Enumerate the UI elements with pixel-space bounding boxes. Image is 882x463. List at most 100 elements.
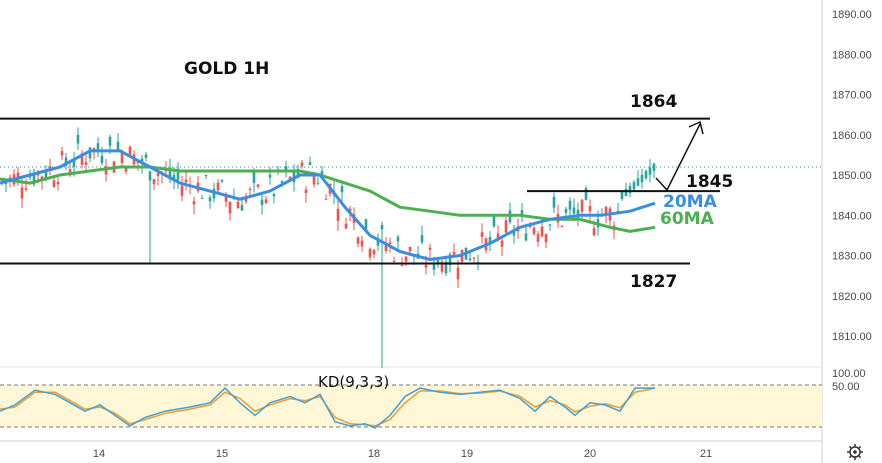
- candle-body: [452, 252, 456, 255]
- level-label-1845: 1845: [686, 172, 733, 192]
- candle-body: [248, 188, 252, 190]
- candle-body: [100, 155, 104, 163]
- candle-body: [420, 235, 424, 243]
- candle-body: [616, 210, 620, 212]
- projection-arrow: [655, 123, 701, 192]
- candle-body: [32, 172, 36, 185]
- candle-body: [592, 228, 596, 236]
- candle-body: [364, 219, 368, 230]
- candle-body: [528, 225, 532, 228]
- candle-body: [200, 197, 204, 199]
- candle-body: [296, 168, 300, 178]
- candle-body: [260, 199, 264, 206]
- candle-body: [176, 168, 180, 181]
- candle-body: [368, 248, 372, 258]
- candle-body: [268, 174, 272, 178]
- candle-body: [240, 205, 244, 211]
- candle-body: [536, 233, 540, 242]
- candle-body: [172, 175, 176, 180]
- candle-body: [184, 179, 188, 183]
- candle-body: [424, 264, 428, 268]
- candle-body: [220, 179, 224, 182]
- candle-body: [316, 182, 320, 184]
- candle-body: [564, 208, 568, 213]
- candle-body: [580, 199, 584, 212]
- candle-body: [628, 185, 632, 194]
- y-tick-label: 1860.00: [832, 130, 872, 142]
- candle-body: [284, 166, 288, 173]
- candle-body: [624, 188, 628, 197]
- candle-body: [312, 176, 316, 185]
- candle-body: [76, 134, 80, 144]
- candle-body: [636, 178, 640, 186]
- candle-body: [344, 223, 348, 229]
- level-label-1864: 1864: [630, 92, 677, 112]
- candle-body: [632, 182, 636, 190]
- candle-body: [180, 185, 184, 196]
- candle-body: [644, 171, 648, 179]
- candle-body: [48, 166, 52, 169]
- candle-body: [204, 174, 208, 176]
- kd-k-line: [0, 387, 655, 429]
- candle-body: [108, 136, 112, 146]
- candle-body: [348, 208, 352, 212]
- candle-body: [436, 260, 440, 264]
- price-axis[interactable]: 1890.00 1880.00 1870.00 1860.00 1850.00 1840.…: [832, 9, 872, 393]
- ma60-label: 60MA: [660, 209, 715, 229]
- candle-body: [560, 225, 564, 227]
- candle-body: [96, 143, 100, 153]
- candle-body: [300, 162, 304, 167]
- y-tick-label: 1850.00: [832, 170, 872, 182]
- candle-body: [8, 177, 12, 180]
- candle-body: [376, 238, 380, 246]
- candle-body: [272, 194, 276, 197]
- candle-body: [548, 224, 552, 226]
- candle-body: [540, 226, 544, 237]
- candle-body: [4, 183, 8, 185]
- candle-body: [588, 206, 592, 212]
- candle-body: [336, 208, 340, 221]
- candle-body: [520, 210, 524, 216]
- moving-averages: [0, 149, 656, 261]
- y-tick-label: 1880.00: [832, 49, 872, 61]
- ma20-label: 20MA: [663, 192, 718, 212]
- candle-body: [392, 260, 396, 262]
- candle-body: [480, 232, 484, 237]
- candle-body: [144, 154, 148, 158]
- y-tick-label: 1840.00: [832, 210, 872, 222]
- x-tick-label: 18: [368, 448, 380, 460]
- candle-body: [396, 236, 400, 242]
- candle-body: [60, 151, 64, 156]
- candle-body: [640, 174, 644, 183]
- x-tick-label: 19: [461, 448, 473, 460]
- candle-body: [552, 196, 556, 208]
- candle-body: [500, 240, 504, 247]
- candle-body: [120, 152, 124, 163]
- candle-body: [532, 228, 536, 235]
- candle-body: [304, 189, 308, 194]
- candle-body: [456, 267, 460, 280]
- candle-body: [440, 261, 444, 272]
- candle-body: [324, 198, 328, 200]
- candle-body: [264, 199, 268, 203]
- candle-body: [492, 216, 496, 227]
- candle-body: [56, 182, 60, 185]
- candle-body: [468, 258, 472, 261]
- candle-body: [524, 233, 528, 241]
- kd-tick-label: 100.00: [832, 368, 866, 380]
- y-tick-label: 1810.00: [832, 331, 872, 343]
- candle-body: [512, 230, 516, 236]
- candle-body: [148, 171, 152, 181]
- candle-body: [388, 242, 392, 245]
- time-axis[interactable]: 14 15 18 19 20 21: [93, 448, 712, 460]
- candle-body: [380, 225, 384, 230]
- candle-body: [356, 237, 360, 244]
- candle-body: [308, 162, 312, 165]
- candle-body: [236, 201, 240, 209]
- candle-body: [124, 168, 128, 172]
- gear-icon[interactable]: [847, 444, 863, 460]
- x-tick-label: 15: [216, 448, 228, 460]
- y-tick-label: 1870.00: [832, 90, 872, 102]
- kd-label: KD(9,3,3): [318, 373, 389, 391]
